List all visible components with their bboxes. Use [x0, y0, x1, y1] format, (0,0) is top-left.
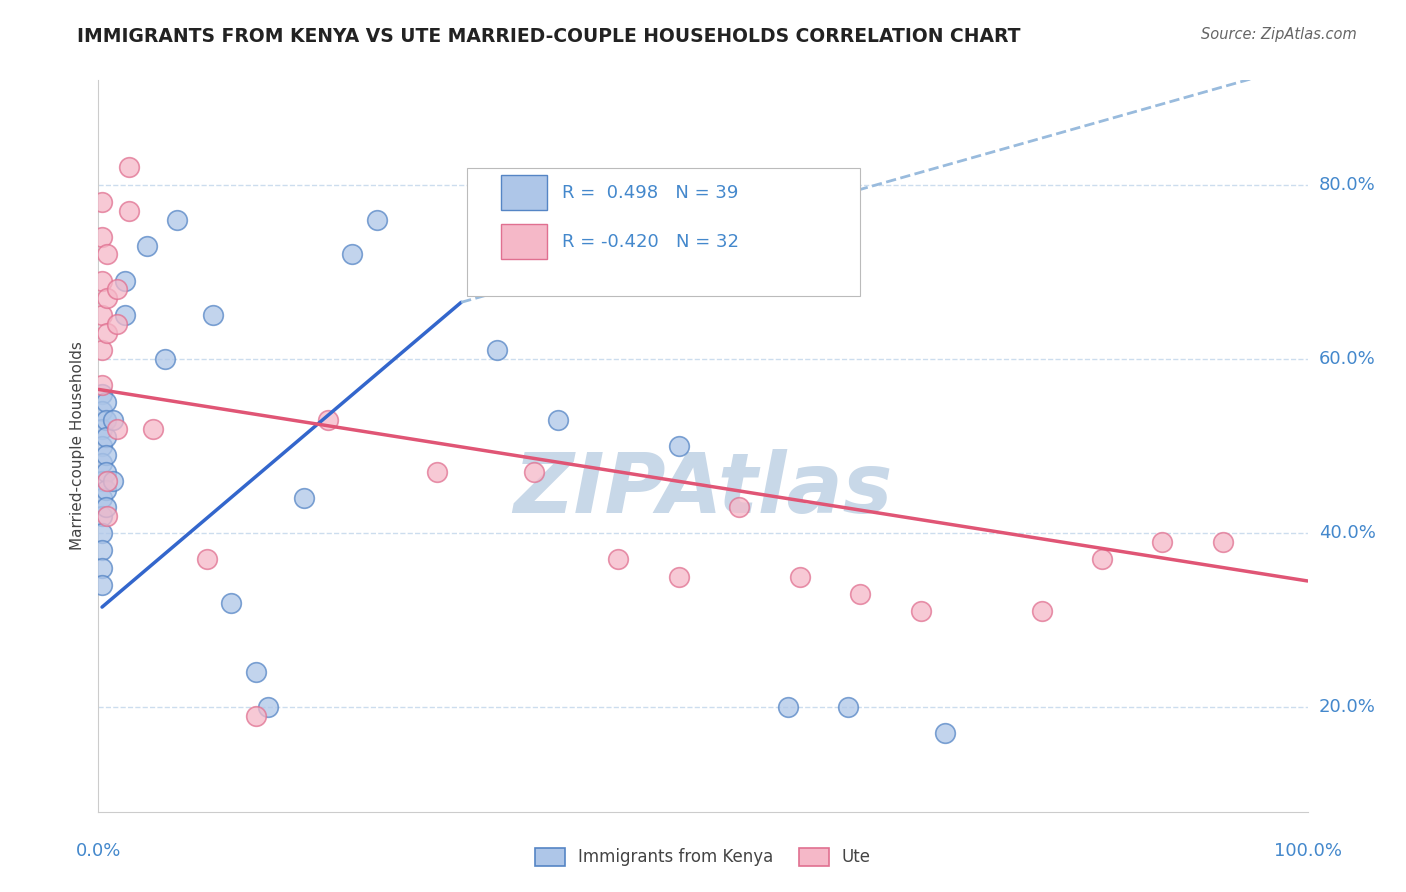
Point [91, 195, 114, 210]
Point [91, 526, 114, 541]
Point [105, 282, 128, 296]
Point [245, 665, 267, 680]
Bar [501, 225, 547, 260]
Point [728, 500, 751, 514]
Point [1031, 604, 1053, 618]
Point [118, 203, 141, 218]
Point [91, 543, 114, 558]
Point [105, 421, 128, 435]
Y-axis label: Married-couple Households: Married-couple Households [70, 342, 86, 550]
Point [523, 465, 546, 479]
Point [91, 508, 114, 523]
Point [166, 212, 188, 227]
Point [91, 309, 114, 323]
Text: 80.0%: 80.0% [1319, 176, 1375, 194]
Point [142, 421, 165, 435]
Point [114, 274, 136, 288]
Point [96, 326, 118, 340]
Point [153, 351, 176, 366]
Point [426, 465, 449, 479]
Point [105, 317, 128, 331]
Text: 100.0%: 100.0% [1274, 842, 1341, 860]
Point [91, 386, 114, 401]
Point [135, 238, 157, 252]
Point [195, 552, 218, 566]
Point [91, 343, 114, 358]
Point [101, 474, 124, 488]
Legend: Immigrants from Kenya, Ute: Immigrants from Kenya, Ute [529, 841, 877, 873]
Point [1152, 534, 1174, 549]
Point [789, 569, 811, 583]
Point [256, 700, 278, 714]
Text: ZIPAtlas: ZIPAtlas [513, 450, 893, 531]
Point [547, 413, 569, 427]
Point [94, 413, 117, 427]
Point [486, 343, 509, 358]
Point [1091, 552, 1114, 566]
Point [91, 491, 114, 506]
Point [202, 309, 225, 323]
Point [910, 604, 932, 618]
Point [91, 439, 114, 453]
Point [668, 439, 690, 453]
Text: 40.0%: 40.0% [1319, 524, 1375, 542]
Point [94, 430, 117, 444]
Point [837, 700, 859, 714]
Point [96, 508, 118, 523]
Point [221, 596, 243, 610]
Point [292, 491, 315, 506]
Point [91, 404, 114, 418]
Text: 20.0%: 20.0% [1319, 698, 1375, 716]
Point [91, 378, 114, 392]
Text: 0.0%: 0.0% [76, 842, 121, 860]
Point [849, 587, 872, 601]
Point [91, 421, 114, 435]
Point [607, 552, 630, 566]
Point [91, 474, 114, 488]
Point [96, 247, 118, 261]
Point [94, 395, 117, 409]
Point [668, 569, 690, 583]
Bar [501, 176, 547, 211]
Point [101, 413, 124, 427]
Text: R = -0.420   N = 32: R = -0.420 N = 32 [561, 233, 738, 251]
Point [114, 309, 136, 323]
Point [91, 457, 114, 471]
Point [934, 726, 956, 740]
Point [94, 448, 117, 462]
Point [1212, 534, 1234, 549]
Text: IMMIGRANTS FROM KENYA VS UTE MARRIED-COUPLE HOUSEHOLDS CORRELATION CHART: IMMIGRANTS FROM KENYA VS UTE MARRIED-COU… [77, 27, 1021, 45]
Point [94, 483, 117, 497]
Text: 60.0%: 60.0% [1319, 350, 1375, 368]
Text: Source: ZipAtlas.com: Source: ZipAtlas.com [1201, 27, 1357, 42]
Point [94, 500, 117, 514]
Point [96, 291, 118, 305]
FancyBboxPatch shape [467, 168, 860, 296]
Point [776, 700, 799, 714]
Point [245, 709, 267, 723]
Point [342, 247, 364, 261]
Text: R =  0.498   N = 39: R = 0.498 N = 39 [561, 184, 738, 202]
Point [366, 212, 388, 227]
Point [94, 465, 117, 479]
Point [96, 474, 118, 488]
Point [91, 561, 114, 575]
Point [316, 413, 339, 427]
Point [118, 161, 141, 175]
Point [91, 230, 114, 244]
Point [91, 578, 114, 592]
Point [91, 274, 114, 288]
